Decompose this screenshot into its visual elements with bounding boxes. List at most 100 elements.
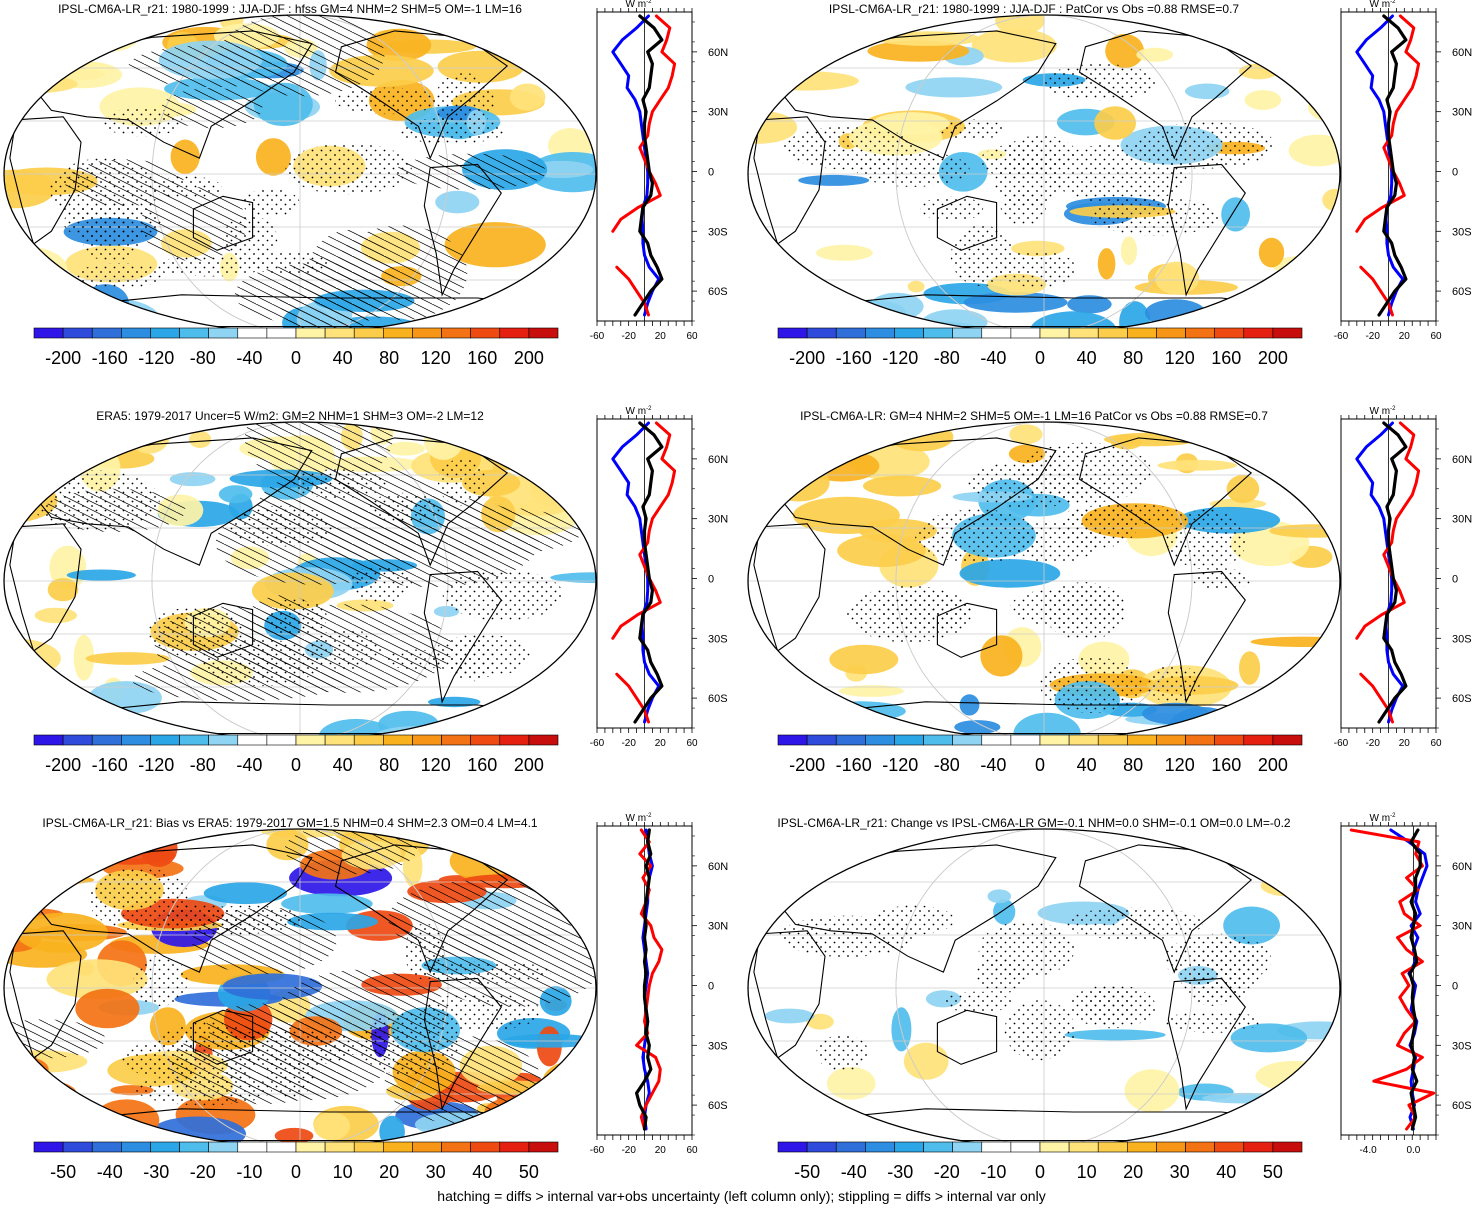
colorbar-label: -80 <box>190 755 216 775</box>
colorbar-swatch <box>1097 734 1128 746</box>
zonal-series-line <box>633 421 664 724</box>
colorbar-swatch <box>865 734 895 746</box>
zonal-series-line <box>1377 14 1408 317</box>
colorbar-swatch <box>412 734 442 746</box>
colorbar-swatch <box>806 734 837 746</box>
map-field <box>748 422 1340 740</box>
colorbar-swatch <box>1243 734 1274 746</box>
colorbar-swatch <box>865 327 895 339</box>
zonal-lat-label: 60S <box>1452 1100 1472 1112</box>
colorbar-label: 160 <box>1211 348 1241 368</box>
zonal-lat-label: 60S <box>1452 286 1472 298</box>
colorbar-swatch <box>237 327 268 339</box>
colorbar-label: -200 <box>789 755 825 775</box>
colorbar-label: 160 <box>467 348 497 368</box>
colorbar-label: -10 <box>980 1162 1006 1182</box>
colorbar-label: 20 <box>1123 1162 1143 1182</box>
zonal-units-label: W m-2 <box>1370 406 1397 417</box>
panel-4: IPSL-CM6A-LR: GM=4 NHM=2 SHM=5 OM=-1 LM=… <box>747 406 1472 775</box>
colorbar-label: 50 <box>1263 1162 1283 1182</box>
map-field <box>4 15 596 333</box>
zonal-units-label: W m-2 <box>1370 0 1397 10</box>
zonal-series-line <box>635 828 653 1131</box>
colorbar-label: 80 <box>1123 755 1143 775</box>
zonal-series-line <box>611 421 677 724</box>
colorbar-swatch <box>412 327 442 339</box>
colorbar-swatch <box>806 327 837 339</box>
zonal-x-tick-label: 20 <box>1399 738 1411 749</box>
zonal-lat-label: 0 <box>1452 573 1458 585</box>
colorbar-swatch <box>894 1141 924 1153</box>
zonal-lat-label: 0 <box>1452 166 1458 178</box>
colorbar-swatch <box>179 734 209 746</box>
coastline-eurasia <box>776 30 1057 159</box>
colorbar-label: -30 <box>887 1162 913 1182</box>
colorbar-label: -120 <box>882 348 918 368</box>
colorbar-swatch <box>324 1141 355 1153</box>
colorbar-swatch <box>894 734 924 746</box>
panel-5: IPSL-CM6A-LR_r21: Bias vs ERA5: 1979-201… <box>3 813 728 1182</box>
zonal-x-tick-label: 0.0 <box>1406 1145 1420 1156</box>
colorbar-label: -160 <box>836 755 872 775</box>
colorbar-swatch <box>1010 327 1041 339</box>
colorbar-label: 120 <box>1165 755 1195 775</box>
colorbar-swatch <box>208 327 239 339</box>
panel-title: IPSL-CM6A-LR_r21: Change vs IPSL-CM6A-LR… <box>777 816 1291 830</box>
colorbar-label: -200 <box>789 348 825 368</box>
zonal-series-line <box>1377 421 1408 724</box>
colorbar-swatch <box>894 327 924 339</box>
colorbar-swatch <box>499 327 530 339</box>
colorbar-swatch <box>806 1141 837 1153</box>
zonal-x-tick-label: -60 <box>590 1145 605 1156</box>
colorbar-label: -120 <box>138 755 174 775</box>
colorbar-swatch <box>835 327 866 339</box>
zonal-x-tick-label: -60 <box>590 331 605 342</box>
colorbar-label: -120 <box>138 348 174 368</box>
zonal-lat-label: 30N <box>1452 514 1472 526</box>
zonal-x-tick-label: -60 <box>1334 331 1349 342</box>
zonal-lat-label: 60S <box>708 286 728 298</box>
colorbar-label: 200 <box>514 755 544 775</box>
zonal-x-tick-label: -20 <box>621 1145 636 1156</box>
zonal-x-tick-label: -20 <box>1365 738 1380 749</box>
colorbar-swatch <box>179 1141 209 1153</box>
zonal-lat-label: 30N <box>708 921 728 933</box>
colorbar-label: 200 <box>514 348 544 368</box>
zonal-x-tick-label: 60 <box>686 738 698 749</box>
zonal-lat-label: 60N <box>1452 47 1472 59</box>
zonal-lat-label: 60S <box>708 1100 728 1112</box>
colorbar-swatch <box>1156 1141 1186 1153</box>
colorbar-label: 200 <box>1258 348 1288 368</box>
colorbar-swatch <box>179 327 209 339</box>
colorbar-label: 120 <box>1165 348 1195 368</box>
colorbar-label: 20 <box>379 1162 399 1182</box>
panel-title: IPSL-CM6A-LR: GM=4 NHM=2 SHM=5 OM=-1 LM=… <box>800 409 1268 423</box>
colorbar-label: 10 <box>1077 1162 1097 1182</box>
colorbar-swatch <box>441 734 471 746</box>
zonal-x-tick-label: 20 <box>655 1145 667 1156</box>
zonal-lat-label: 60N <box>1452 454 1472 466</box>
zonal-units-label: W m-2 <box>626 406 653 417</box>
colorbar-swatch <box>470 327 501 339</box>
colorbar-swatch <box>91 734 122 746</box>
colorbar-swatch <box>981 734 1012 746</box>
colorbar-swatch <box>952 327 983 339</box>
colorbar-label: 0 <box>291 755 301 775</box>
colorbar-label: -40 <box>841 1162 867 1182</box>
colorbar-label: 40 <box>1077 348 1097 368</box>
colorbar-swatch <box>1185 1141 1215 1153</box>
zonal-series-line <box>1355 421 1421 724</box>
colorbar-label: -40 <box>980 348 1006 368</box>
colorbar-swatch <box>923 327 953 339</box>
colorbar-swatch <box>1097 327 1128 339</box>
colorbar-swatch <box>295 1141 326 1153</box>
colorbar-swatch <box>266 327 297 339</box>
zonal-series-line <box>633 14 664 317</box>
stippling <box>846 442 1252 713</box>
colorbar-label: 80 <box>379 755 399 775</box>
colorbar-swatch <box>1068 734 1099 746</box>
coastline-africa <box>9 523 82 652</box>
colorbar-swatch <box>981 1141 1012 1153</box>
colorbar-swatch <box>528 1141 559 1153</box>
colorbar-label: 10 <box>333 1162 353 1182</box>
